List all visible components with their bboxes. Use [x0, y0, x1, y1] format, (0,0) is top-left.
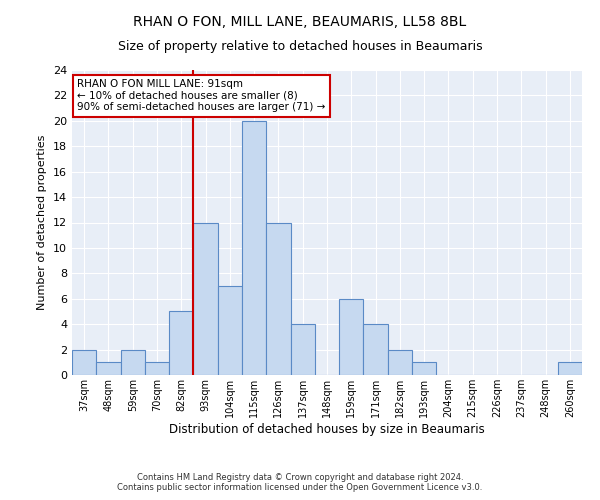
Text: Size of property relative to detached houses in Beaumaris: Size of property relative to detached ho… [118, 40, 482, 53]
X-axis label: Distribution of detached houses by size in Beaumaris: Distribution of detached houses by size … [169, 422, 485, 436]
Text: Contains HM Land Registry data © Crown copyright and database right 2024.
Contai: Contains HM Land Registry data © Crown c… [118, 473, 482, 492]
Bar [364, 324, 388, 375]
Bar [339, 298, 364, 375]
Bar [290, 324, 315, 375]
Bar [388, 350, 412, 375]
Bar [96, 362, 121, 375]
Bar [72, 350, 96, 375]
Bar [242, 121, 266, 375]
Text: RHAN O FON, MILL LANE, BEAUMARIS, LL58 8BL: RHAN O FON, MILL LANE, BEAUMARIS, LL58 8… [133, 15, 467, 29]
Bar [218, 286, 242, 375]
Text: RHAN O FON MILL LANE: 91sqm
← 10% of detached houses are smaller (8)
90% of semi: RHAN O FON MILL LANE: 91sqm ← 10% of det… [77, 79, 325, 112]
Bar [412, 362, 436, 375]
Bar [266, 222, 290, 375]
Bar [145, 362, 169, 375]
Y-axis label: Number of detached properties: Number of detached properties [37, 135, 47, 310]
Bar [193, 222, 218, 375]
Bar [121, 350, 145, 375]
Bar [169, 312, 193, 375]
Bar [558, 362, 582, 375]
